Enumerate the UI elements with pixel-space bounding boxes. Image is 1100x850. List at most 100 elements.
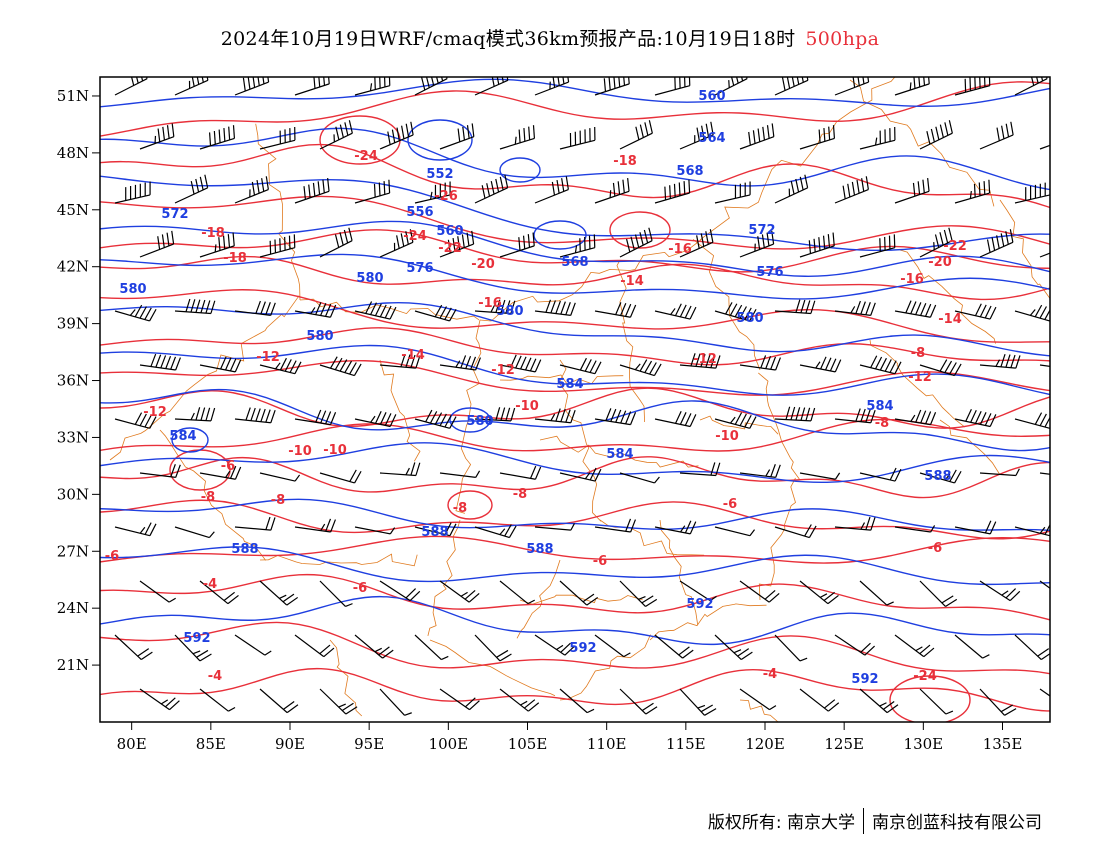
footer-divider	[863, 808, 864, 834]
contour-label: -6	[105, 549, 119, 564]
wind-barb	[414, 181, 451, 204]
contour-label: 584	[866, 399, 893, 414]
wind-barb	[499, 580, 535, 605]
wind-barb	[954, 634, 990, 659]
wind-barb	[714, 77, 748, 96]
wind-barb	[259, 357, 302, 375]
contour-label: 572	[161, 207, 188, 222]
contour-label: 572	[748, 223, 775, 238]
lon-tick-label: 120E	[745, 735, 785, 753]
wind-barb	[259, 126, 296, 150]
contour-label: 576	[406, 261, 433, 276]
wind-barb	[114, 522, 157, 537]
contour-label: -10	[288, 444, 312, 459]
contour-label: -12	[143, 405, 167, 420]
lat-tick-label: 24N	[57, 599, 89, 617]
wind-barb	[1039, 580, 1050, 603]
wind-barb	[1014, 522, 1050, 537]
wind-barb	[139, 230, 175, 258]
wind-barb	[1014, 304, 1050, 322]
contour-label: 568	[561, 255, 588, 270]
wind-barb	[619, 359, 662, 377]
wind-barb	[259, 688, 299, 714]
wind-barb	[559, 357, 602, 375]
wind-barb	[199, 580, 239, 605]
wind-barb	[739, 230, 775, 258]
wind-barb	[439, 355, 481, 371]
wind-barb	[834, 634, 876, 656]
wind-barb	[414, 77, 448, 96]
contour-label: 576	[756, 265, 783, 280]
wind-barb	[354, 411, 397, 428]
wind-barb	[714, 526, 756, 537]
wind-barb	[774, 406, 816, 422]
wind-barb	[499, 465, 542, 480]
contour-label: -14	[401, 348, 425, 363]
wind-barb	[379, 688, 412, 716]
lon-tick-label: 130E	[904, 735, 944, 753]
contour-label: -8	[875, 416, 889, 431]
wind-barb	[114, 412, 157, 429]
wind-barb	[294, 77, 330, 96]
wind-barb	[594, 408, 637, 426]
wind-barb	[474, 407, 516, 422]
wind-barb	[379, 580, 421, 602]
wind-barb	[474, 77, 509, 96]
lon-tick-label: 85E	[196, 735, 226, 753]
contour-label: -8	[453, 501, 467, 516]
wind-barb	[954, 408, 997, 428]
wind-barb	[774, 77, 809, 96]
wind-barb	[139, 688, 180, 711]
wind-barb	[199, 232, 235, 258]
wind-barb	[319, 227, 353, 258]
wind-barb	[259, 472, 301, 482]
wind-barb	[774, 174, 809, 204]
contour-label: -4	[203, 577, 217, 592]
contour-label: 588	[231, 542, 258, 557]
contour-label: -6	[928, 541, 942, 556]
wind-barb	[894, 77, 930, 96]
contour-label: -16	[668, 242, 692, 257]
wind-barb	[319, 688, 358, 715]
wind-barb	[654, 411, 697, 428]
wind-barb	[499, 232, 535, 258]
wind-barb	[559, 580, 599, 606]
contour-label: -8	[201, 490, 215, 505]
wind-barb	[799, 580, 839, 605]
wind-barb	[499, 354, 542, 373]
wind-barb	[1039, 364, 1050, 371]
wind-barb	[739, 123, 775, 150]
wind-barb	[319, 469, 362, 484]
map-title: 2024年10月19日WRF/cmaq模式36km预报产品:10月19日18时 5…	[0, 24, 1100, 51]
wind-barb	[679, 121, 714, 150]
wind-barb	[594, 177, 630, 204]
wind-barb	[559, 126, 596, 150]
contour-label: -8	[271, 493, 285, 508]
lon-tick-label: 105E	[508, 735, 548, 753]
wind-barb	[894, 300, 937, 318]
wind-barb	[979, 688, 1017, 716]
wind-barb	[439, 470, 481, 478]
wind-barb	[534, 77, 570, 96]
wind-barb	[474, 524, 517, 539]
lon-tick-label: 80E	[117, 735, 147, 753]
wind-barb	[919, 688, 954, 715]
wind-barb	[859, 467, 902, 482]
wind-barb	[894, 409, 937, 426]
wind-barb	[919, 227, 953, 258]
contour-label: -22	[438, 241, 462, 256]
wind-barb	[859, 355, 902, 375]
wind-barb	[234, 407, 276, 424]
wind-barb	[354, 526, 396, 535]
footer-credit: 版权所有: 南京大学 南京创蓝科技有限公司	[708, 808, 1042, 836]
contour-label: -18	[613, 154, 637, 169]
wind-barb	[834, 300, 876, 316]
wind-barb	[354, 179, 391, 204]
wind-barb	[714, 634, 753, 661]
wind-barb	[679, 462, 721, 477]
wind-barb	[439, 123, 475, 150]
pressure-level-label: 500hpa	[805, 28, 880, 50]
wind-barb	[414, 634, 449, 661]
wind-barb	[954, 520, 997, 535]
wind-barb	[979, 121, 1014, 150]
